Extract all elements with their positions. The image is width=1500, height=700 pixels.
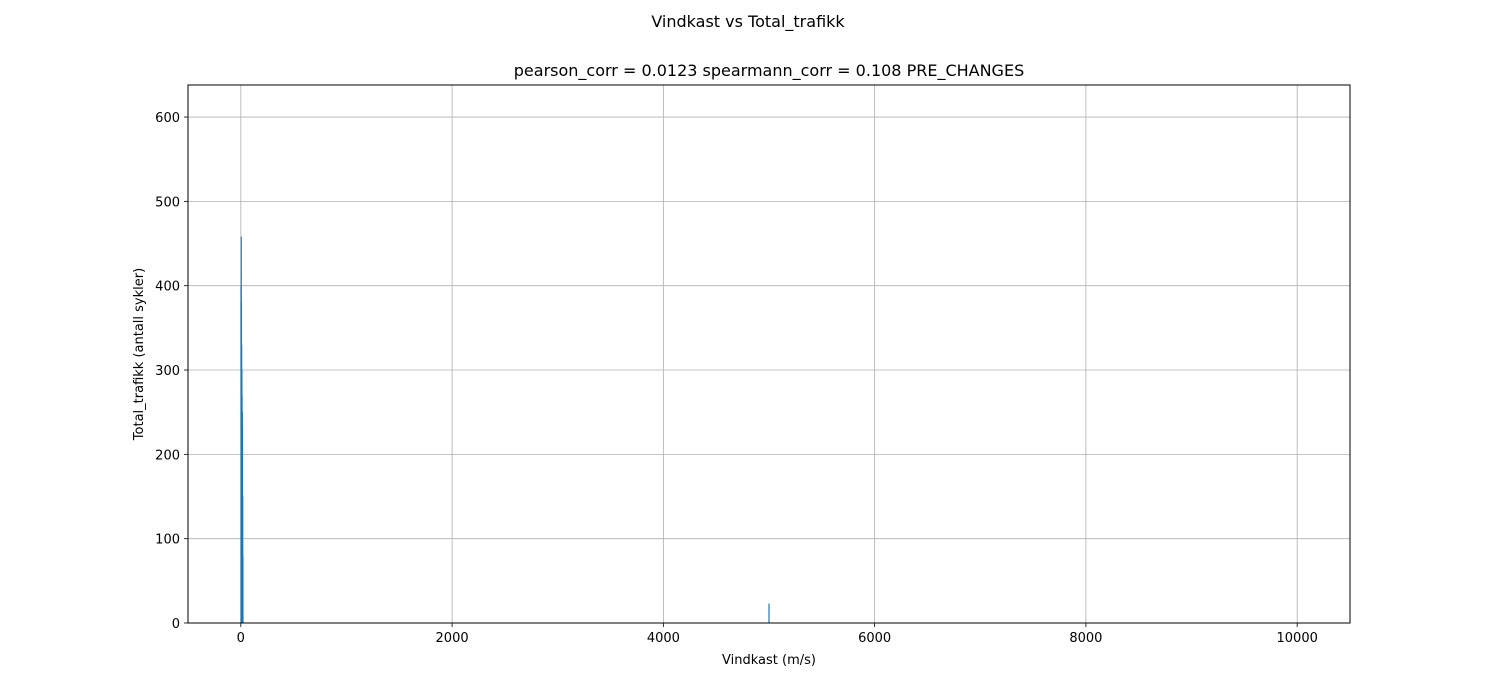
y-tick-label: 0 bbox=[172, 617, 180, 632]
y-tick-label: 600 bbox=[155, 111, 180, 126]
chart-title: pearson_corr = 0.0123 spearmann_corr = 0… bbox=[514, 61, 1024, 81]
bar bbox=[768, 603, 770, 623]
x-axis-label: Vindkast (m/s) bbox=[722, 653, 816, 668]
y-tick-label: 200 bbox=[155, 448, 180, 463]
y-tick-label: 500 bbox=[155, 195, 180, 210]
y-tick-label: 100 bbox=[155, 533, 180, 548]
y-axis-label: Total_trafikk (antall sykler) bbox=[132, 268, 147, 441]
x-tick-label: 10000 bbox=[1277, 631, 1318, 646]
y-tick-label: 300 bbox=[155, 364, 180, 379]
bars bbox=[240, 236, 770, 623]
x-tick-label: 0 bbox=[237, 631, 245, 646]
bar bbox=[242, 555, 244, 623]
chart-suptitle: Vindkast vs Total_trafikk bbox=[651, 12, 845, 32]
x-tick-label: 4000 bbox=[647, 631, 680, 646]
y-tick-label: 400 bbox=[155, 280, 180, 295]
plot-frame bbox=[187, 84, 1351, 624]
ticks: 0 2000 4000 6000 8000 10000 0 100 200 300 400 500 60… bbox=[155, 111, 1318, 646]
x-tick-label: 6000 bbox=[858, 631, 891, 646]
x-tick-label: 8000 bbox=[1069, 631, 1102, 646]
x-tick-label: 2000 bbox=[436, 631, 469, 646]
